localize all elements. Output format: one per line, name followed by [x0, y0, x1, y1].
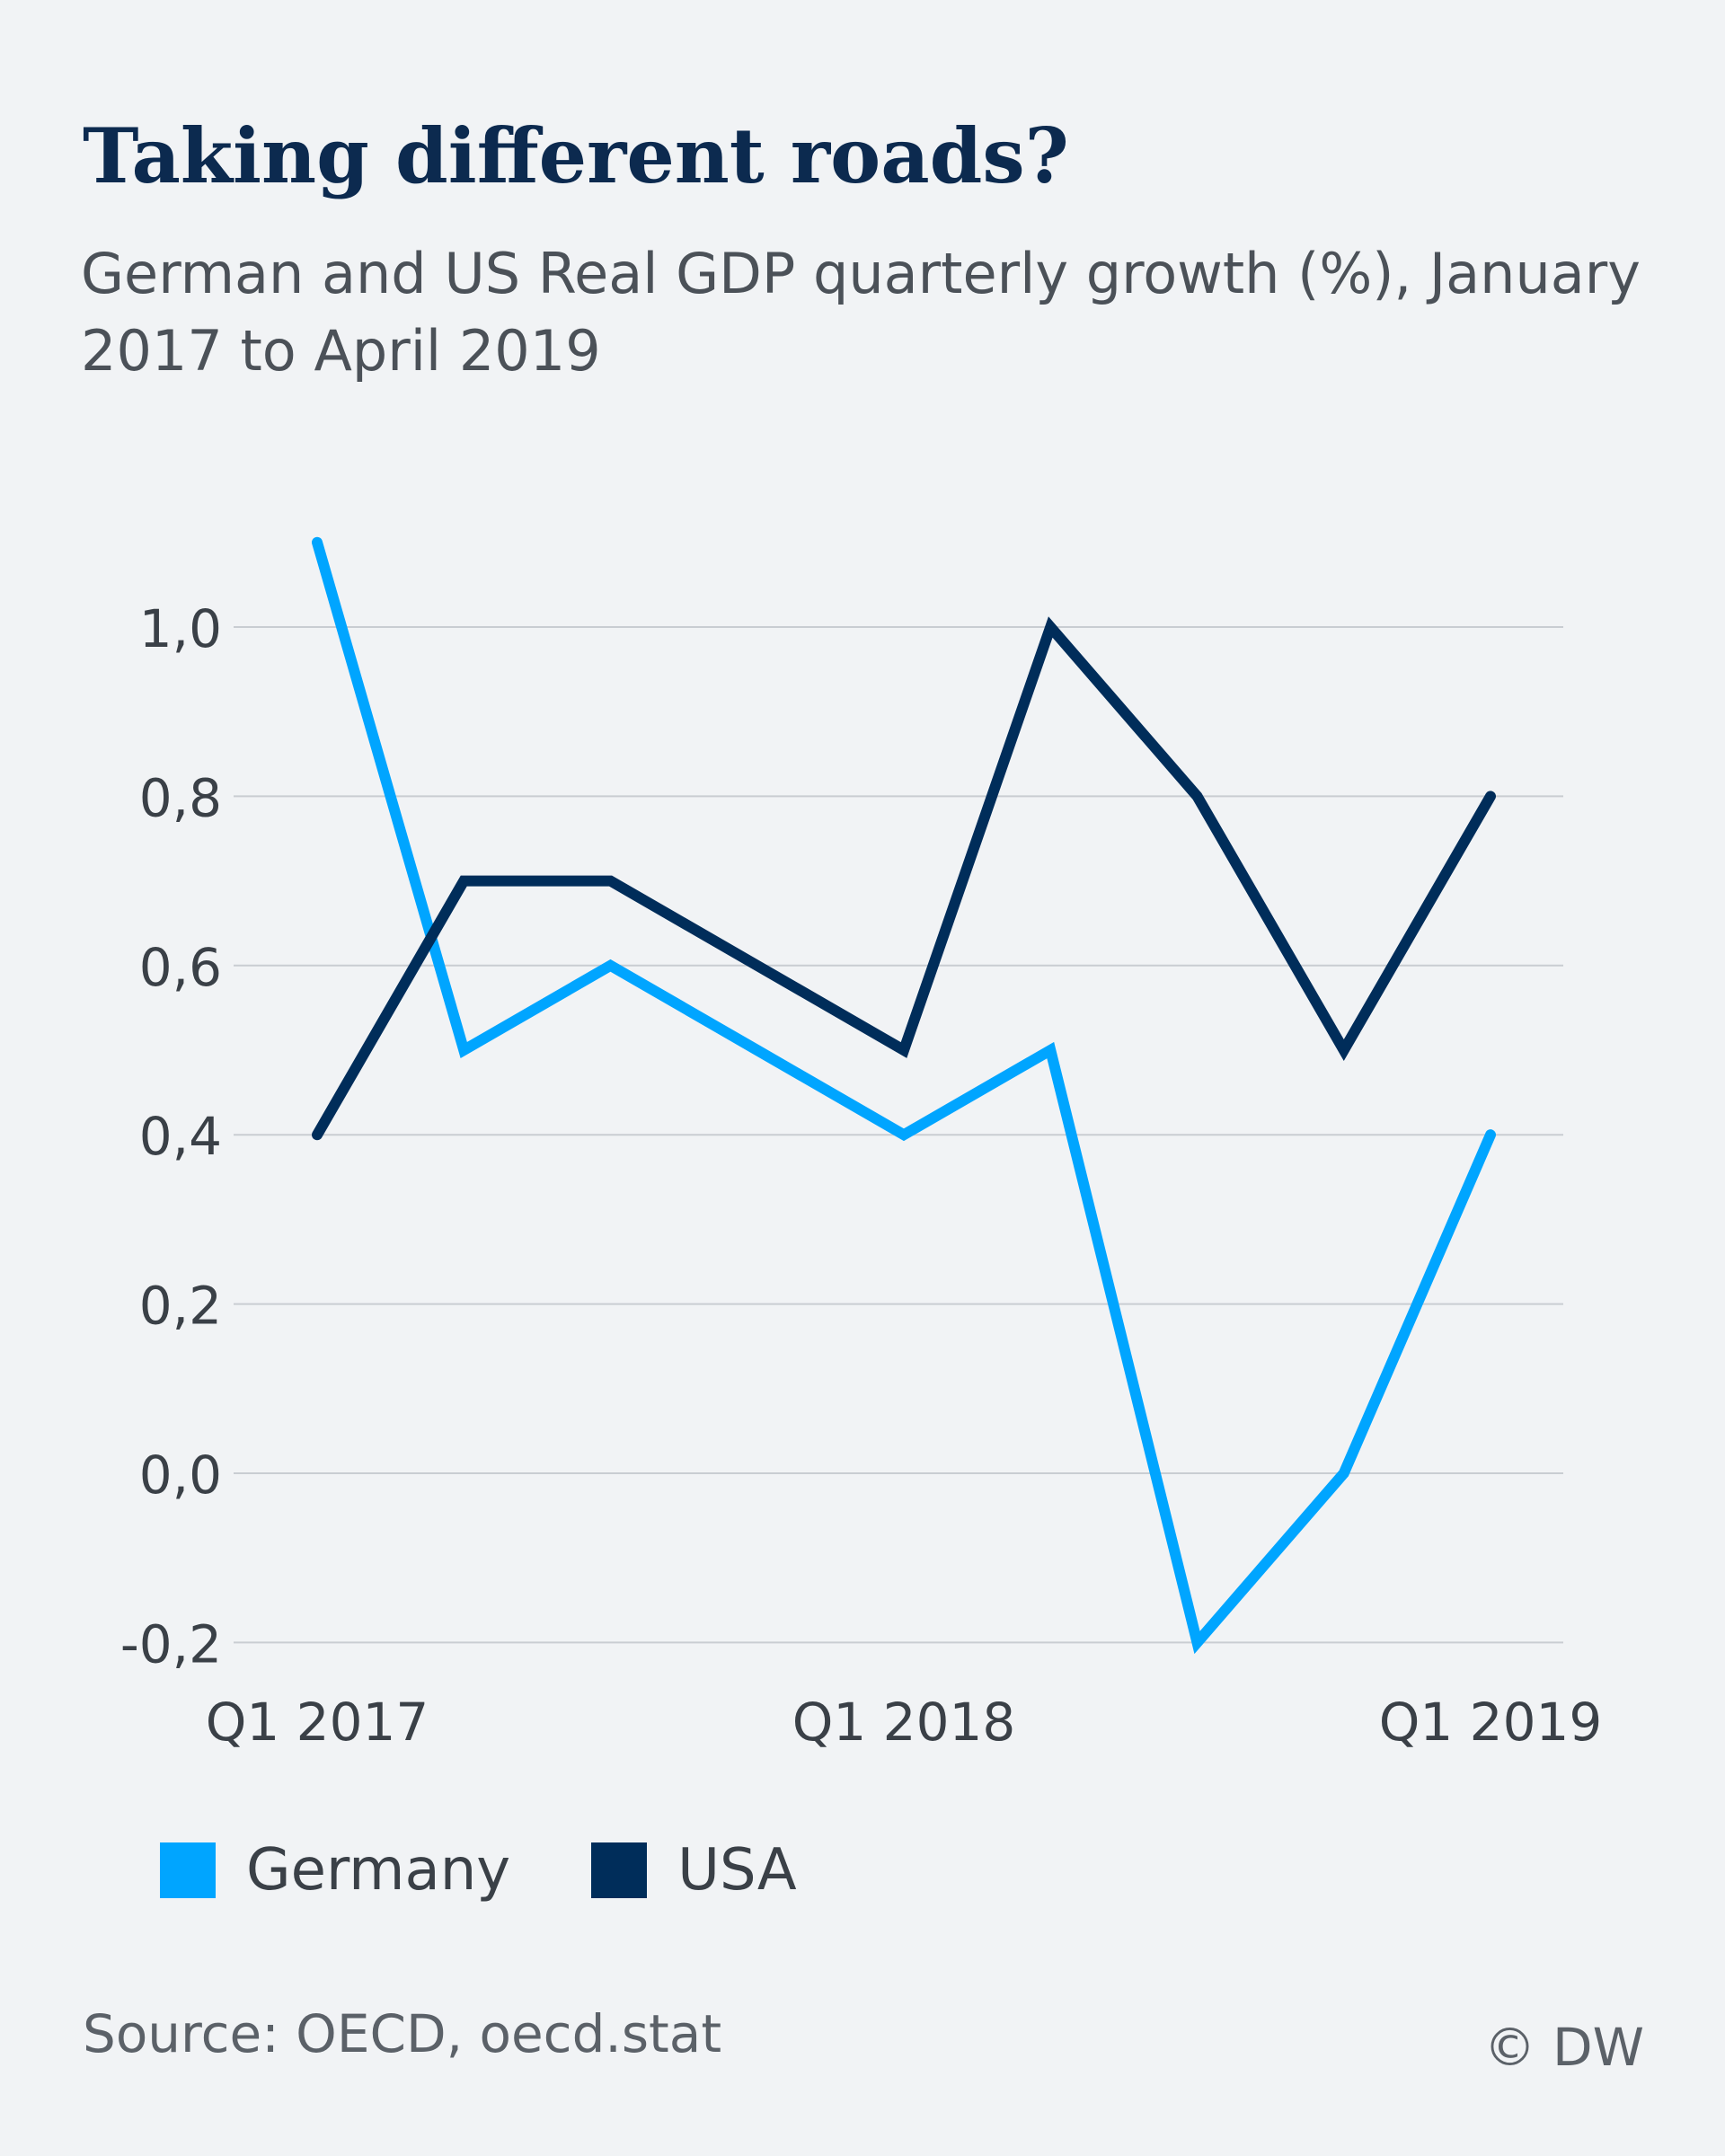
data-point-germany: [609, 964, 612, 967]
legend: Germany USA: [160, 1837, 878, 1904]
data-point-usa: [316, 1134, 318, 1136]
source-note: Source: OECD, oecd.stat: [83, 2003, 722, 2064]
credit: © DW: [1483, 2017, 1644, 2078]
series-line-usa: [312, 616, 1496, 1141]
y-tick-label: 0,4: [139, 1106, 222, 1167]
legend-swatch-germany: [160, 1842, 216, 1898]
data-point-usa: [1342, 1049, 1345, 1051]
y-tick-label: 1,0: [139, 598, 222, 659]
data-point-germany: [756, 1049, 758, 1051]
data-point-germany: [1049, 1049, 1052, 1051]
legend-label-germany: Germany: [246, 1837, 511, 1904]
data-point-usa: [1490, 795, 1491, 798]
data-point-germany: [1342, 1472, 1345, 1474]
line-chart: -0,20,00,20,40,60,81,0 Q1 2017 Q1 2018 Q1 …: [120, 536, 1603, 1753]
x-tick-label: Q1 2019: [1379, 1692, 1603, 1753]
data-point-usa: [463, 879, 465, 882]
x-axis-labels: Q1 2017 Q1 2018 Q1 2019: [206, 1692, 1603, 1753]
legend-label-usa: USA: [677, 1837, 797, 1904]
legend-item-germany: Germany: [160, 1837, 510, 1904]
data-point-usa: [1196, 795, 1199, 798]
data-point-germany: [903, 1134, 905, 1136]
series-lines: [312, 536, 1496, 1655]
data-point-usa: [609, 879, 612, 882]
chart-title: Taking different roads?: [83, 111, 1069, 200]
y-tick-label: 0,2: [139, 1276, 222, 1337]
data-point-germany: [463, 1049, 465, 1051]
data-point-germany: [1196, 1641, 1199, 1644]
data-point-usa: [1049, 626, 1052, 628]
data-point-germany: [1490, 1134, 1491, 1136]
legend-swatch-usa: [591, 1842, 648, 1898]
y-axis-labels: -0,2 0,0 0,2 0,4 0,6 0,8 1,0: [120, 598, 222, 1674]
x-tick-label: Q1 2018: [792, 1692, 1016, 1753]
series-line-germany: [312, 536, 1496, 1655]
data-point-usa: [756, 964, 758, 967]
data-point-germany: [316, 541, 318, 543]
data-point-usa: [903, 1049, 905, 1051]
x-tick-label: Q1 2017: [206, 1692, 429, 1753]
y-tick-label: 0,8: [139, 767, 222, 828]
y-tick-label: 0,0: [139, 1445, 222, 1506]
chart-subtitle: German and US Real GDP quarterly growth …: [81, 241, 1641, 384]
y-tick-label: 0,6: [139, 937, 222, 998]
legend-item-usa: USA: [591, 1837, 797, 1904]
y-tick-label: -0,2: [120, 1613, 222, 1674]
